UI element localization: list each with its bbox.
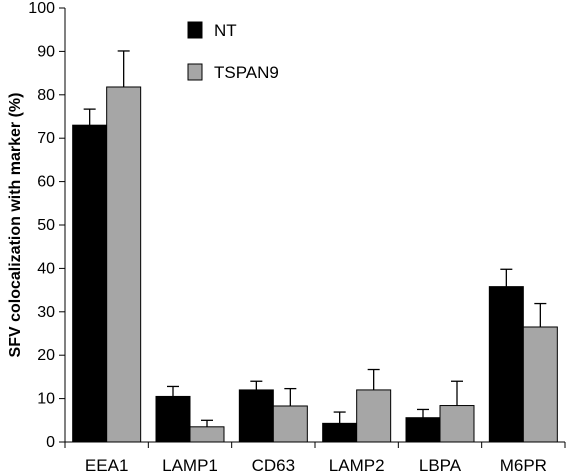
y-tick-label-40: 40 [37, 260, 55, 277]
legend: NT TSPAN9 [187, 21, 279, 82]
tspan9-bar-lbpa [439, 405, 475, 443]
tspan9-bar-eea1 [106, 86, 142, 443]
y-tick-label-10: 10 [37, 391, 55, 408]
legend-swatch-tspan9 [187, 63, 203, 81]
x-axis: EEA1 LAMP1 CD63 LAMP2 LBPA M6PR [64, 441, 566, 473]
y-tick-label-0: 0 [46, 434, 55, 451]
x-tick-label-lbpa: LBPA [419, 456, 462, 473]
x-tick-label-m6pr: M6PR [500, 456, 547, 473]
x-tick-label-cd63: CD63 [252, 456, 295, 473]
y-axis: 0 10 20 30 40 50 60 70 80 90 100 [28, 0, 66, 451]
nt-bar-eea1 [72, 124, 108, 443]
y-axis-label: SFV colocalization with marker (%) [7, 93, 24, 358]
y-tick-label-70: 70 [37, 130, 55, 147]
nt-bar-lamp1 [155, 395, 191, 443]
y-tick-label-30: 30 [37, 304, 55, 321]
tspan9-bar-cd63 [272, 405, 308, 443]
tspan9-bar-lamp2 [356, 389, 392, 443]
nt-bar-lamp2 [322, 422, 358, 443]
x-tick-label-lamp1: LAMP1 [162, 456, 218, 473]
y-tick-label-60: 60 [37, 174, 55, 191]
tspan9-bar-lamp1 [189, 426, 225, 443]
legend-label-tspan9: TSPAN9 [214, 63, 279, 82]
nt-bar-cd63 [238, 389, 274, 443]
y-tick-label-80: 80 [37, 87, 55, 104]
tspan9-bar-m6pr [522, 326, 558, 443]
legend-label-nt: NT [214, 21, 237, 40]
x-tick-label-lamp2: LAMP2 [329, 456, 385, 473]
y-tick-label-50: 50 [37, 217, 55, 234]
nt-bar-lbpa [405, 417, 441, 443]
error-bars [83, 50, 547, 427]
nt-bar-m6pr [488, 286, 524, 443]
legend-swatch-nt [187, 21, 203, 39]
y-tick-label-100: 100 [28, 0, 55, 17]
x-tick-label-eea1: EEA1 [85, 456, 128, 473]
bars [72, 86, 558, 443]
y-tick-label-20: 20 [37, 347, 55, 364]
y-tick-label-90: 90 [37, 43, 55, 60]
